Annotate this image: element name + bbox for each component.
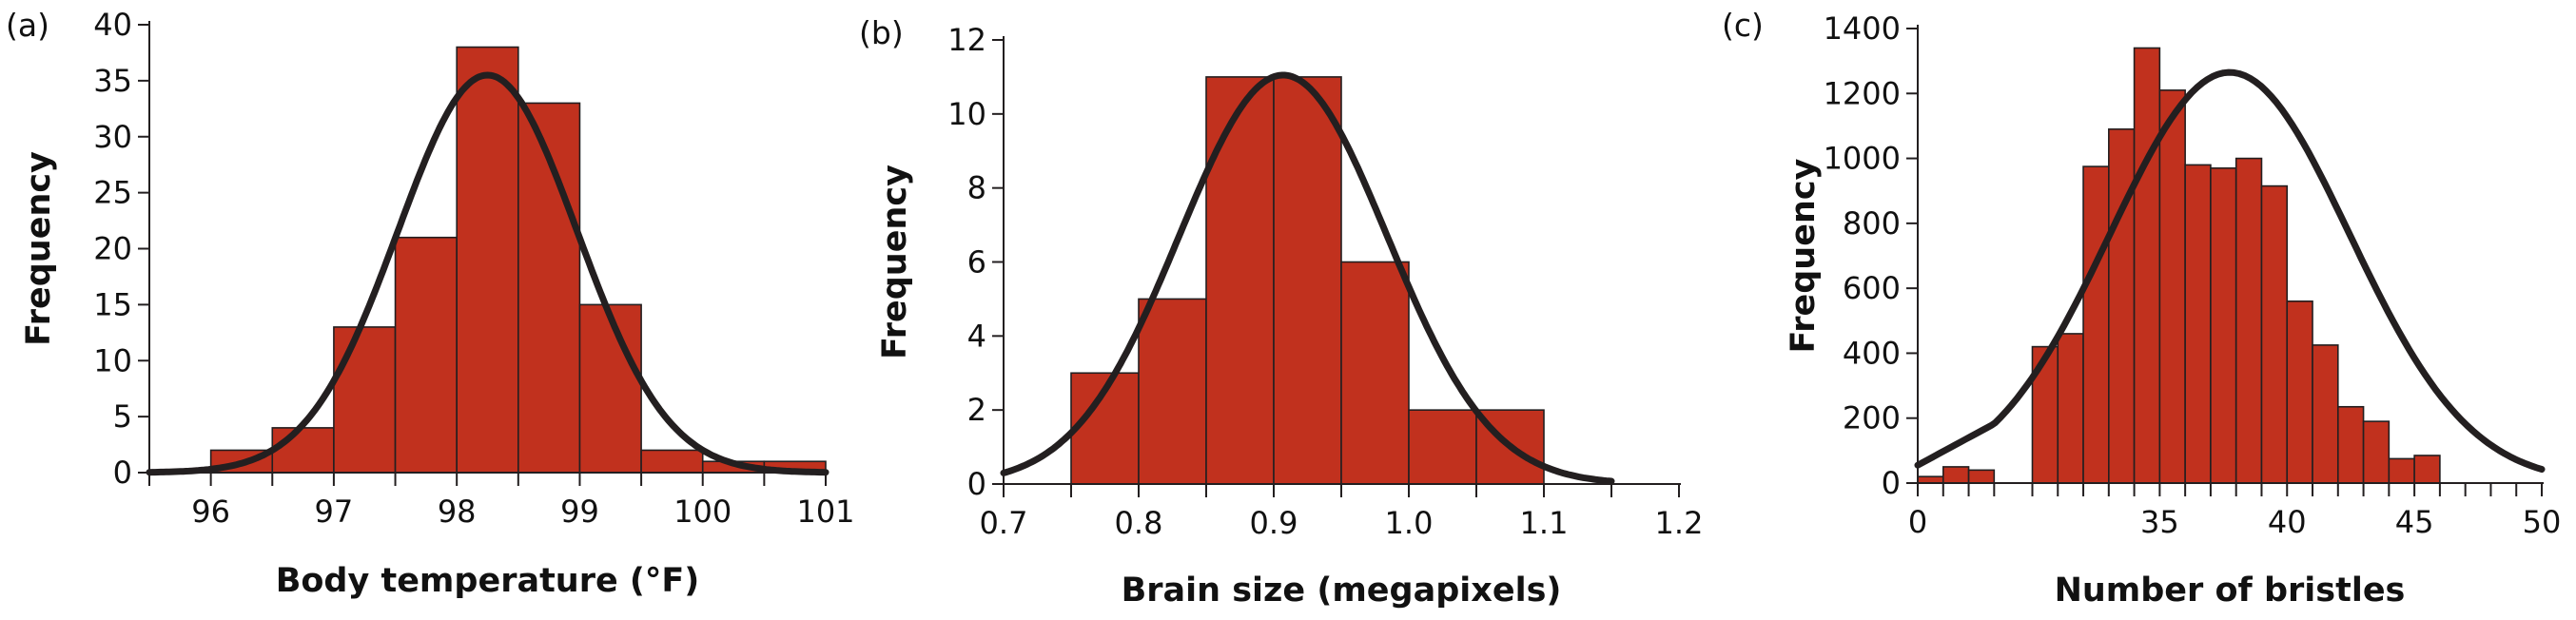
histogram-bar [2413, 455, 2441, 484]
y-tick-label: 25 [93, 175, 132, 211]
x-tick-label: 101 [796, 494, 854, 530]
histogram-bar [578, 303, 642, 474]
normal-curve [1000, 71, 1615, 485]
y-tick-label: 0 [113, 455, 132, 491]
y-tick-label: 12 [947, 22, 986, 58]
y-tick-label: 800 [1843, 205, 1901, 242]
y-tick-label: 4 [967, 318, 986, 354]
histogram-bar [2362, 420, 2391, 484]
y-tick-label: 0 [967, 466, 986, 502]
y-tick-label: 8 [967, 170, 986, 206]
x-tick-label: 1.1 [1520, 505, 1569, 541]
x-tick-label: 100 [673, 494, 732, 530]
histogram-bar [1942, 466, 1970, 484]
y-tick-label: 20 [93, 231, 132, 267]
x-tick-label: 50 [2523, 504, 2562, 540]
y-tick-label: 6 [967, 244, 986, 281]
histogram-bar [2184, 164, 2212, 484]
panel-label: (a) [6, 7, 49, 44]
x-tick-label: 96 [191, 494, 230, 530]
histogram-bar [2210, 167, 2237, 484]
panel-c: 0 200 400 600 800 1000 1200 1400 0 35 40 45 50 Number… [1722, 7, 2561, 610]
histogram-bar [2234, 157, 2263, 484]
histogram-bar [2082, 165, 2110, 484]
y-tick-label: 0 [1882, 465, 1901, 501]
histogram-bar [1408, 409, 1477, 485]
histogram-bar [2312, 344, 2339, 484]
y-tick-label: 1400 [1824, 10, 1901, 47]
x-tick-label: 98 [438, 494, 477, 530]
x-tick-label: 45 [2395, 504, 2434, 540]
histogram-bar [2057, 333, 2084, 484]
y-tick-label: 400 [1843, 335, 1901, 371]
y-tick-label: 1200 [1824, 75, 1901, 111]
histogram-bar [2108, 128, 2136, 484]
histogram-bar [1917, 475, 1944, 484]
histogram-bar [1340, 261, 1410, 485]
histogram-bar [1138, 298, 1207, 485]
x-axis-label: Brain size (megapixels) [1122, 572, 1562, 610]
histogram-bar [394, 236, 458, 474]
histogram-bar [640, 449, 704, 474]
y-tick-label: 10 [947, 96, 986, 132]
y-tick-label: 15 [93, 286, 132, 322]
y-tick-label: 2 [967, 392, 986, 428]
y-axis-label: Frequency [20, 151, 58, 346]
histogram-bar [456, 46, 519, 474]
y-tick-label: 35 [93, 63, 132, 99]
histogram-bar [1273, 76, 1342, 485]
normal-curve [1914, 68, 2546, 473]
x-tick-label: 1.2 [1655, 505, 1704, 541]
panel-b: 0 2 4 6 8 10 12 0.7 0.8 0.9 1.0 1.1 1.2 Brain size (m… [859, 14, 1703, 610]
y-tick-label: 10 [93, 342, 132, 378]
x-tick-label: 1.0 [1385, 505, 1434, 541]
panel-label: (c) [1722, 7, 1764, 44]
y-axis-label: Frequency [1785, 158, 1823, 353]
histogram-bar [2388, 457, 2415, 484]
panel-label: (b) [859, 14, 904, 51]
histogram-bar [1205, 76, 1275, 485]
x-tick-label: 0.9 [1250, 505, 1298, 541]
x-tick-label: 0.8 [1115, 505, 1163, 541]
y-tick-label: 600 [1843, 270, 1901, 306]
histogram-bar [2133, 47, 2161, 484]
histogram-bar [271, 427, 335, 474]
x-tick-label: 97 [315, 494, 354, 530]
y-tick-label: 40 [93, 7, 132, 43]
histogram-bar [2336, 405, 2365, 484]
histogram-bar [2158, 89, 2186, 484]
histogram-bar [2286, 300, 2313, 484]
normal-curve [146, 71, 829, 476]
y-tick-label: 30 [93, 119, 132, 155]
x-tick-label: 0 [1908, 504, 1927, 540]
x-tick-label: 40 [2268, 504, 2307, 540]
histogram-bar [333, 326, 397, 474]
histogram-bar [1967, 469, 1996, 484]
y-axis-label: Frequency [876, 165, 914, 359]
panel-a: 0 5 10 15 20 25 30 35 40 96 97 98 99 100 101 Body tempe… [6, 7, 855, 600]
y-tick-label: 200 [1843, 400, 1901, 436]
x-tick-label: 0.7 [980, 505, 1028, 541]
x-axis-label: Number of bristles [2055, 572, 2406, 610]
y-tick-label: 1000 [1824, 141, 1901, 177]
x-axis-label: Body temperature (°F) [276, 562, 700, 600]
x-tick-label: 35 [2140, 504, 2179, 540]
x-tick-label: 99 [560, 494, 599, 530]
y-tick-label: 5 [113, 398, 132, 435]
histogram-bar [2260, 184, 2289, 484]
